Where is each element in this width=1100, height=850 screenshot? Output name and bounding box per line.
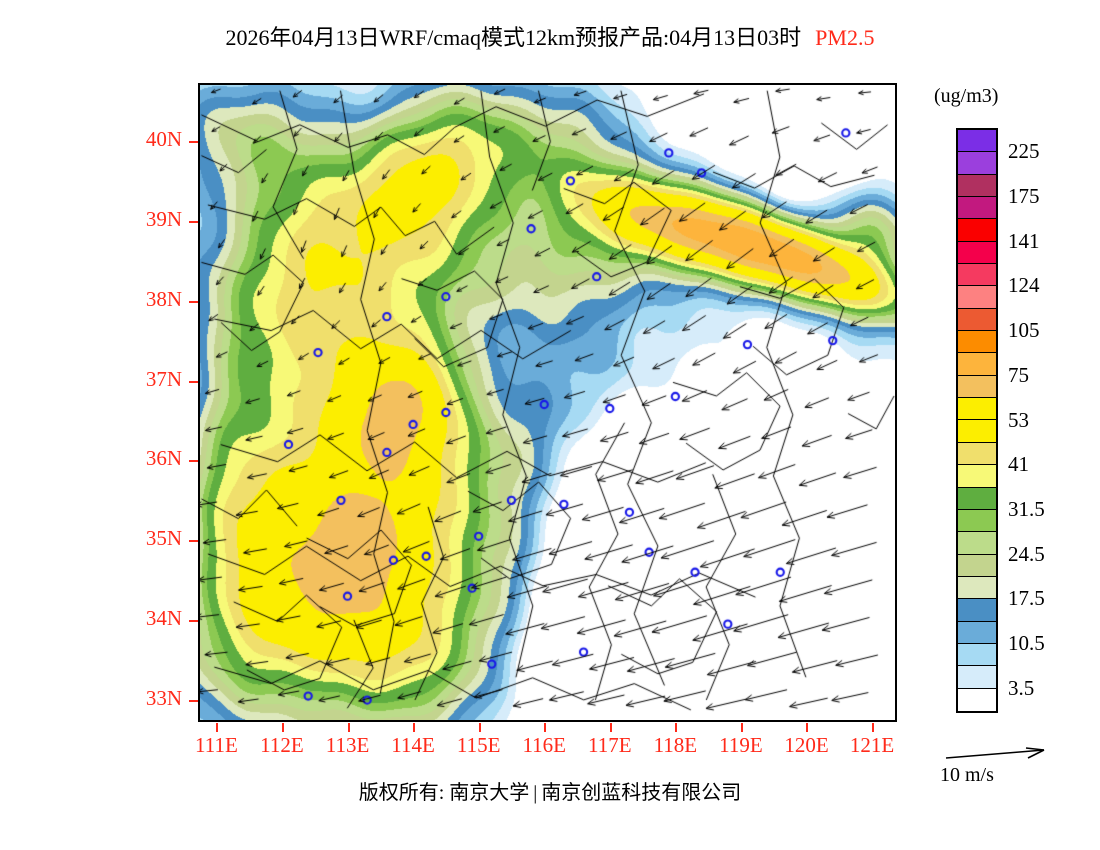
footer-copyright: 版权所有: 南京大学 | 南京创蓝科技有限公司 [0, 776, 1100, 805]
lon-label-115E: 115E [456, 733, 501, 757]
lon-tick-114E [413, 723, 416, 732]
lat-label-36N: 36N [145, 446, 182, 471]
colorbar-segment-20 [958, 576, 996, 600]
lat-tick-39N [189, 220, 198, 223]
lon-label-116E: 116E [522, 733, 566, 757]
lon-label-121E: 121E [849, 733, 895, 757]
lon-tick-113E [347, 723, 350, 732]
colorbar-segment-1 [958, 152, 996, 175]
lat-tick-33N [189, 700, 198, 703]
colorbar-segment-24 [958, 666, 996, 689]
colorbar-segment-0 [958, 130, 996, 153]
colorbar-segment-12 [958, 398, 996, 421]
lat-label-40N: 40N [145, 126, 182, 151]
lat-label-33N: 33N [145, 686, 182, 711]
page-title: 2026年04月13日WRF/cmaq模式12km预报产品:04月13日03时 P… [0, 20, 1100, 52]
lon-label-118E: 118E [653, 733, 698, 757]
lon-label-117E: 117E [588, 733, 632, 757]
lon-tick-121E [872, 723, 875, 732]
lat-tick-40N [189, 140, 198, 143]
title-main-text: 2026年04月13日WRF/cmaq模式12km预报产品:04月13日03时 [225, 25, 802, 50]
wind-vector-and-boundary-overlay [200, 85, 895, 720]
lon-tick-118E [675, 723, 678, 732]
lat-label-38N: 38N [145, 286, 182, 311]
wind-arrow-icon [945, 747, 1045, 759]
colorbar-segment-8 [958, 308, 996, 332]
colorbar-segment-14 [958, 442, 996, 466]
colorbar-segment-25 [958, 688, 996, 711]
lat-label-39N: 39N [145, 206, 182, 231]
colorbar-label-17.5: 17.5 [1008, 586, 1045, 611]
colorbar-segment-18 [958, 532, 996, 555]
colorbar-segment-13 [958, 420, 996, 443]
lon-tick-112E [281, 723, 284, 732]
colorbar-segment-15 [958, 465, 996, 488]
colorbar-segment-5 [958, 241, 996, 265]
wind-scale-label: 10 m/s [940, 764, 994, 786]
colorbar-label-225: 225 [1008, 139, 1040, 164]
lat-tick-38N [189, 300, 198, 303]
lat-label-37N: 37N [145, 366, 182, 391]
colorbar-label-105: 105 [1008, 318, 1040, 343]
lon-tick-115E [478, 723, 481, 732]
colorbar-segment-7 [958, 286, 996, 309]
colorbar-label-124: 124 [1008, 273, 1040, 298]
colorbar-label-53: 53 [1008, 407, 1029, 432]
colorbar-label-41: 41 [1008, 452, 1029, 477]
wind-scale-legend: 10 m/s [940, 744, 1090, 787]
colorbar-segment-19 [958, 554, 996, 577]
colorbar-label-75: 75 [1008, 362, 1029, 387]
footer-company-text: 南京创蓝科技有限公司 [541, 782, 742, 804]
title-species-label: PM2.5 [815, 25, 875, 50]
colorbar-label-10.5: 10.5 [1008, 630, 1045, 655]
footer-copyright-text: 版权所有: 南京大学 [358, 782, 530, 804]
colorbar-segment-6 [958, 264, 996, 287]
colorbar-label-3.5: 3.5 [1008, 675, 1035, 700]
colorbar-segment-17 [958, 509, 996, 533]
lon-label-111E: 111E [195, 733, 238, 757]
colorbar-segment-9 [958, 331, 996, 354]
colorbar-label-31.5: 31.5 [1008, 496, 1045, 521]
map-plot-area[interactable] [198, 83, 897, 722]
colorbar-label-175: 175 [1008, 184, 1040, 209]
lon-tick-111E [216, 723, 219, 732]
colorbar-segment-11 [958, 375, 996, 399]
lon-label-119E: 119E [719, 733, 763, 757]
footer-separator: | [533, 782, 538, 804]
lon-tick-120E [806, 723, 809, 732]
lon-label-112E: 112E [260, 733, 304, 757]
colorbar-label-24.5: 24.5 [1008, 541, 1045, 566]
colorbar-segment-3 [958, 197, 996, 220]
colorbar-segment-21 [958, 599, 996, 622]
lon-tick-119E [740, 723, 743, 732]
lat-tick-34N [189, 620, 198, 623]
lon-label-113E: 113E [325, 733, 370, 757]
lon-tick-117E [609, 723, 612, 732]
colorbar-segment-2 [958, 174, 996, 198]
colorbar-segment-23 [958, 643, 996, 667]
colorbar-label-141: 141 [1008, 228, 1040, 253]
lat-label-34N: 34N [145, 606, 182, 631]
lat-label-35N: 35N [145, 526, 182, 551]
colorbar-segment-4 [958, 219, 996, 242]
colorbar-segment-22 [958, 621, 996, 644]
lat-tick-37N [189, 380, 198, 383]
lon-label-120E: 120E [784, 733, 829, 757]
lon-tick-116E [544, 723, 547, 732]
colorbar-unit-label: (ug/m3) [934, 85, 999, 107]
lon-label-114E: 114E [391, 733, 435, 757]
colorbar-segment-10 [958, 353, 996, 376]
colorbar-segment-16 [958, 487, 996, 510]
lat-tick-36N [189, 460, 198, 463]
lat-tick-35N [189, 540, 198, 543]
colorbar[interactable] [956, 128, 998, 713]
